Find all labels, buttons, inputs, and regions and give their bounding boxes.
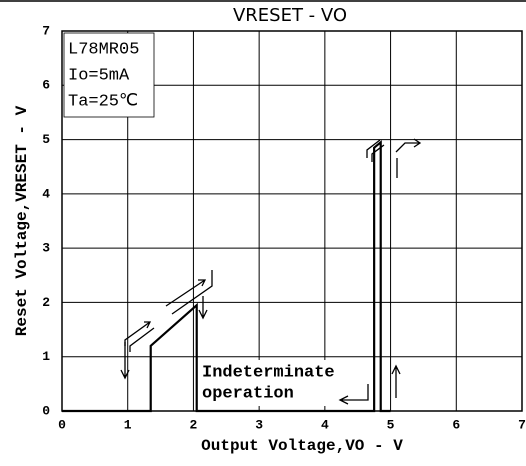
arrow bbox=[338, 384, 369, 405]
annotation: Io=5mA bbox=[68, 66, 130, 85]
arrow bbox=[120, 342, 130, 380]
annotation: Indeterminate bbox=[202, 363, 335, 382]
note-box bbox=[198, 360, 358, 406]
y-tick-label: 7 bbox=[42, 23, 50, 38]
y-tick-label: 0 bbox=[42, 403, 50, 418]
y-tick-label: 5 bbox=[42, 132, 50, 147]
arrow bbox=[165, 279, 207, 307]
x-tick-label: 7 bbox=[518, 417, 526, 432]
y-tick-label: 2 bbox=[42, 295, 50, 310]
x-tick-label: 0 bbox=[58, 417, 66, 432]
annotation: operation bbox=[202, 384, 294, 403]
y-tick-label: 1 bbox=[42, 349, 50, 364]
arrow bbox=[391, 364, 401, 398]
x-tick-label: 2 bbox=[190, 417, 198, 432]
arrow bbox=[366, 139, 381, 158]
condition-box bbox=[63, 32, 155, 118]
plot-area: 0 1 2 3 4 5 6 7 0 1 2 3 4 5 6 7 bbox=[42, 23, 526, 432]
arrow bbox=[124, 321, 152, 346]
x-tick-label: 4 bbox=[321, 417, 329, 432]
x-tick-label: 1 bbox=[124, 417, 132, 432]
arrow bbox=[198, 296, 208, 320]
y-tick-label: 6 bbox=[42, 78, 50, 93]
data-line bbox=[62, 139, 391, 413]
chart-title: VRESET - VO bbox=[233, 5, 347, 26]
arrow bbox=[371, 144, 385, 162]
y-axis-label: Reset Voltage,VRESET - V bbox=[13, 105, 31, 336]
annotation: Ta=25℃ bbox=[68, 92, 138, 111]
arrow bbox=[171, 270, 213, 315]
x-axis-label: Output Voltage,VO - V bbox=[201, 437, 403, 455]
x-tick-label: 3 bbox=[255, 417, 263, 432]
y-tick-label: 3 bbox=[42, 241, 50, 256]
arrow bbox=[395, 138, 422, 153]
x-tick-label: 6 bbox=[452, 417, 460, 432]
y-tick-label: 4 bbox=[42, 186, 50, 201]
arrow bbox=[129, 327, 155, 352]
arrows bbox=[120, 138, 422, 405]
annotation: L78MR05 bbox=[68, 40, 139, 59]
x-tick-label: 5 bbox=[387, 417, 395, 432]
